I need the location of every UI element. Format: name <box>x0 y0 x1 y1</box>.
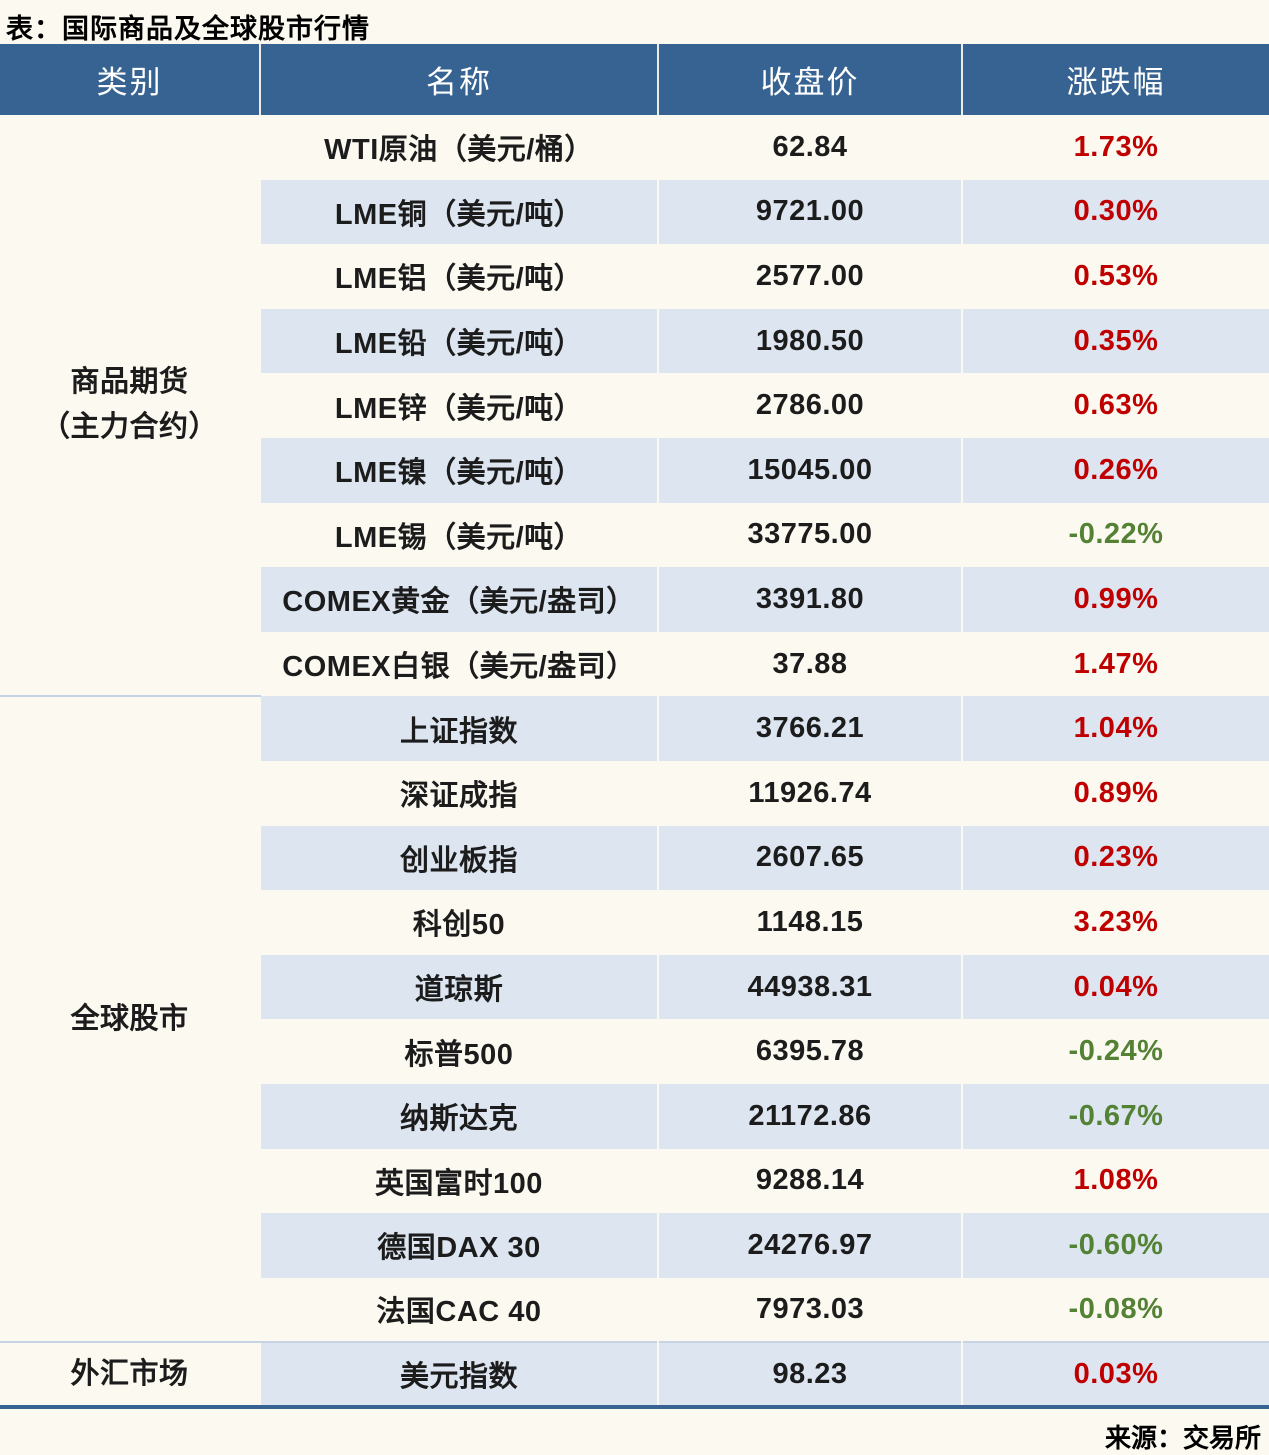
close-cell: 21172.86 <box>657 1083 962 1149</box>
name-cell: 道琼斯 <box>259 954 658 1020</box>
source-note: 来源：交易所 <box>1104 1422 1261 1453</box>
change-cell: 0.26% <box>961 437 1269 503</box>
change-cell: -0.08% <box>961 1277 1269 1343</box>
name-cell: COMEX白银（美元/盎司） <box>259 631 658 697</box>
close-cell: 33775.00 <box>657 502 962 568</box>
table-row: 全球股市 上证指数 3766.21 1.04% <box>0 696 1269 1344</box>
category-label: 全球股市 <box>70 1002 189 1035</box>
change-cell: -0.60% <box>961 1213 1269 1278</box>
name-cell: 科创50 <box>259 890 658 955</box>
table-row: LME铝（美元/吨） 2577.00 0.53% <box>0 244 1269 309</box>
category-label: 外汇市场 <box>70 1357 189 1390</box>
close-cell: 3766.21 <box>657 696 962 761</box>
name-cell: COMEX黄金（美元/盎司） <box>259 567 658 632</box>
table-title: 表：国际商品及全球股市行情 <box>6 14 370 44</box>
close-cell: 24276.97 <box>657 1213 962 1278</box>
close-cell: 2607.65 <box>657 825 962 891</box>
change-cell: 1.73% <box>961 115 1269 180</box>
close-cell: 62.84 <box>657 115 962 180</box>
close-cell: 3391.80 <box>657 567 962 632</box>
close-cell: 2577.00 <box>657 244 962 309</box>
close-cell: 9288.14 <box>657 1148 962 1214</box>
name-cell: 英国富时100 <box>259 1148 658 1214</box>
change-cell: 0.04% <box>961 954 1269 1020</box>
change-cell: 0.53% <box>961 244 1269 309</box>
close-cell: 37.88 <box>657 631 962 697</box>
name-cell: LME铜（美元/吨） <box>259 179 658 245</box>
change-cell: -0.24% <box>961 1019 1269 1084</box>
name-cell: 创业板指 <box>259 825 658 891</box>
change-cell: 1.08% <box>961 1148 1269 1214</box>
name-cell: WTI原油（美元/桶） <box>259 115 658 180</box>
name-cell: LME锌（美元/吨） <box>259 373 658 438</box>
table-row: 科创50 1148.15 3.23% <box>0 890 1269 955</box>
table-row: LME铜（美元/吨） 9721.00 0.30% <box>0 179 1269 245</box>
table-row: 商品期货 （主力合约） WTI原油（美元/桶） 62.84 1.73% <box>0 115 1269 698</box>
category-label: 商品期货 <box>70 366 189 399</box>
market-table: 类别 名称 收盘价 涨跌幅 商品期货 （主力合约） WTI原油（美元/桶） 62.84… <box>0 44 1269 1409</box>
close-cell: 7973.03 <box>657 1277 962 1343</box>
header-close: 收盘价 <box>657 44 962 115</box>
table-row: LME锌（美元/吨） 2786.00 0.63% <box>0 373 1269 438</box>
category-cell: 外汇市场 <box>0 1341 260 1407</box>
change-cell: 0.23% <box>961 825 1269 891</box>
category-cell: 商品期货 （主力合约） <box>0 115 260 698</box>
table-row: COMEX白银（美元/盎司） 37.88 1.47% <box>0 631 1269 697</box>
category-label: （主力合约） <box>40 411 218 444</box>
table-row: 法国CAC 40 7973.03 -0.08% <box>0 1277 1269 1343</box>
name-cell: 纳斯达克 <box>259 1083 658 1149</box>
table-body: 商品期货 （主力合约） WTI原油（美元/桶） 62.84 1.73% LME铜（美元/吨… <box>0 115 1269 1407</box>
header-change: 涨跌幅 <box>961 44 1269 115</box>
change-cell: 1.04% <box>961 696 1269 761</box>
change-cell: 3.23% <box>961 890 1269 955</box>
change-cell: 0.30% <box>961 179 1269 245</box>
table-row: LME铅（美元/吨） 1980.50 0.35% <box>0 308 1269 374</box>
table-row: LME镍（美元/吨） 15045.00 0.26% <box>0 437 1269 503</box>
category-cell: 全球股市 <box>0 696 260 1344</box>
change-cell: 0.63% <box>961 373 1269 438</box>
close-cell: 1980.50 <box>657 308 962 374</box>
table-row: COMEX黄金（美元/盎司） 3391.80 0.99% <box>0 567 1269 632</box>
name-cell: 标普500 <box>259 1019 658 1084</box>
close-cell: 11926.74 <box>657 760 962 826</box>
change-cell: 0.03% <box>961 1341 1269 1407</box>
change-cell: 0.89% <box>961 760 1269 826</box>
name-cell: 深证成指 <box>259 760 658 826</box>
table-row: 纳斯达克 21172.86 -0.67% <box>0 1083 1269 1149</box>
name-cell: LME铝（美元/吨） <box>259 244 658 309</box>
change-cell: 1.47% <box>961 631 1269 697</box>
table-row: 德国DAX 30 24276.97 -0.60% <box>0 1213 1269 1278</box>
close-cell: 9721.00 <box>657 179 962 245</box>
name-cell: LME锡（美元/吨） <box>259 502 658 568</box>
close-cell: 15045.00 <box>657 437 962 503</box>
close-cell: 6395.78 <box>657 1019 962 1084</box>
name-cell: LME镍（美元/吨） <box>259 437 658 503</box>
close-cell: 98.23 <box>657 1341 962 1407</box>
close-cell: 2786.00 <box>657 373 962 438</box>
table-row: 道琼斯 44938.31 0.04% <box>0 954 1269 1020</box>
table-row: 外汇市场 美元指数 98.23 0.03% <box>0 1341 1269 1407</box>
header-row: 类别 名称 收盘价 涨跌幅 <box>0 44 1269 115</box>
name-cell: 上证指数 <box>259 696 658 761</box>
name-cell: 美元指数 <box>259 1341 658 1407</box>
table-row: 英国富时100 9288.14 1.08% <box>0 1148 1269 1214</box>
name-cell: LME铅（美元/吨） <box>259 308 658 374</box>
change-cell: -0.22% <box>961 502 1269 568</box>
change-cell: 0.99% <box>961 567 1269 632</box>
table-row: LME锡（美元/吨） 33775.00 -0.22% <box>0 502 1269 568</box>
change-cell: 0.35% <box>961 308 1269 374</box>
table-row: 标普500 6395.78 -0.24% <box>0 1019 1269 1084</box>
header-category: 类别 <box>0 44 260 115</box>
change-cell: -0.67% <box>961 1083 1269 1149</box>
close-cell: 44938.31 <box>657 954 962 1020</box>
name-cell: 德国DAX 30 <box>259 1213 658 1278</box>
name-cell: 法国CAC 40 <box>259 1277 658 1343</box>
header-name: 名称 <box>259 44 658 115</box>
table-row: 创业板指 2607.65 0.23% <box>0 825 1269 891</box>
table-row: 深证成指 11926.74 0.89% <box>0 760 1269 826</box>
close-cell: 1148.15 <box>657 890 962 955</box>
